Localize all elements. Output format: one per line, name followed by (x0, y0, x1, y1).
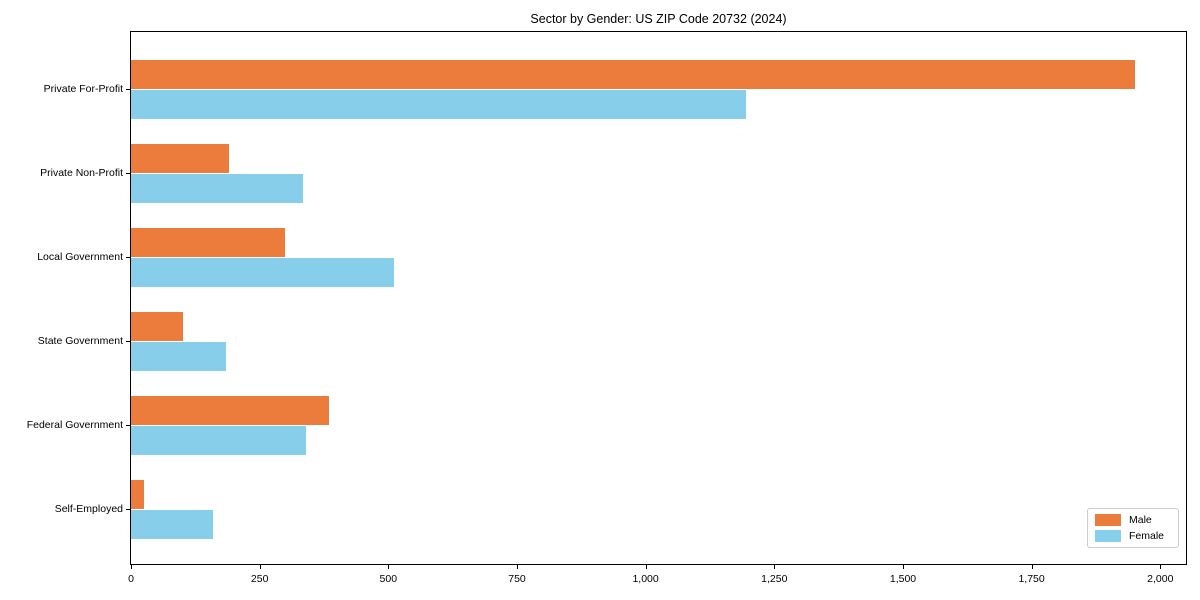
x-tick-1000 (645, 565, 647, 569)
x-label-1250: 1,250 (761, 573, 788, 585)
y-label-federal-government: Federal Government (26, 419, 123, 431)
legend-label-male: Male (1129, 514, 1152, 526)
y-tick-state-government (126, 341, 131, 342)
y-tick-federal-government (126, 425, 131, 426)
legend-entry-female: Female (1095, 530, 1170, 542)
x-tick-1750 (1031, 565, 1033, 569)
male-swatch-icon (1095, 514, 1121, 526)
bar-male-private-for-profit (131, 60, 1135, 89)
x-tick-0 (131, 565, 132, 569)
y-label-self-employed: Self-Employed (54, 503, 123, 515)
x-label-750: 750 (508, 573, 526, 585)
plot-area: Male Female Private For-Profit Private No… (27, 31, 1187, 585)
x-label-1000: 1,000 (632, 573, 659, 585)
chart-title: Sector by Gender: US ZIP Code 20732 (202… (530, 12, 787, 26)
bar-male-self-employed (131, 480, 144, 509)
y-label-local-government: Local Government (37, 251, 123, 263)
x-label-0: 0 (128, 573, 134, 585)
x-tick-1500 (903, 565, 904, 569)
x-label-500: 500 (379, 573, 398, 585)
bar-male-private-non-profit (131, 144, 229, 173)
bar-male-state-government (131, 312, 183, 341)
bar-female-self-employed (131, 510, 214, 539)
y-tick-local-government (126, 257, 131, 258)
y-label-private-non-profit: Private Non-Profit (40, 167, 123, 179)
x-label-250: 250 (250, 573, 269, 585)
bar-female-federal-government (131, 426, 306, 455)
y-tick-private-non-profit (126, 173, 131, 174)
y-label-state-government: State Government (37, 335, 123, 347)
legend-entry-male: Male (1095, 514, 1170, 526)
x-label-1750: 1,750 (1018, 573, 1045, 585)
x-label-2000: 2,000 (1147, 573, 1174, 585)
bar-female-private-non-profit (131, 174, 304, 203)
x-tick-1250 (774, 565, 776, 569)
female-swatch-icon (1095, 530, 1121, 542)
legend-label-female: Female (1129, 530, 1165, 542)
bar-male-local-government (131, 228, 286, 257)
bar-female-local-government (131, 258, 394, 287)
x-tick-250 (259, 565, 261, 569)
legend: Male Female (1087, 508, 1179, 548)
bar-female-private-for-profit (131, 90, 746, 119)
y-tick-private-for-profit (126, 89, 131, 90)
bar-male-federal-government (131, 396, 330, 425)
x-tick-2000 (1160, 565, 1162, 569)
bar-female-state-government (131, 342, 227, 371)
y-tick-self-employed (126, 509, 131, 510)
x-label-1500: 1,500 (889, 573, 917, 585)
x-tick-500 (388, 565, 390, 569)
x-tick-750 (517, 565, 518, 569)
y-label-private-for-profit: Private For-Profit (43, 83, 123, 95)
